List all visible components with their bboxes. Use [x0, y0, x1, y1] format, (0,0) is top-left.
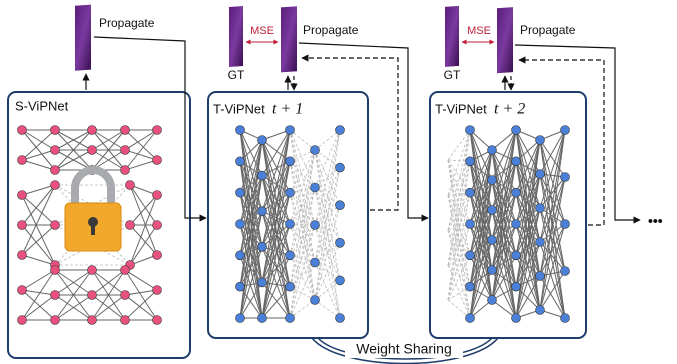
panel-step: t + 1	[272, 101, 303, 118]
gt-label: GT	[444, 68, 461, 82]
panel-step: t + 2	[494, 101, 525, 118]
frame-label: Propagate	[99, 16, 155, 30]
frame-label: Propagate	[520, 23, 576, 37]
panel-label: T-ViPNet	[435, 101, 487, 116]
panel-label: S-ViPNet	[15, 98, 69, 113]
panel-box	[430, 92, 586, 338]
loss-label: MSE	[250, 25, 274, 37]
gt-label: GT	[228, 68, 245, 82]
weight-sharing-label: Weight Sharing	[356, 341, 451, 357]
diagram: S-ViPNet T-ViPNet t + 1 T-ViPNet t + 2 P…	[0, 0, 677, 364]
continuation: •••	[648, 213, 663, 229]
frame-label: Propagate	[303, 23, 359, 37]
panel-box	[208, 92, 368, 338]
loss-label: MSE	[467, 25, 491, 37]
panel-label: T-ViPNet	[213, 101, 265, 116]
